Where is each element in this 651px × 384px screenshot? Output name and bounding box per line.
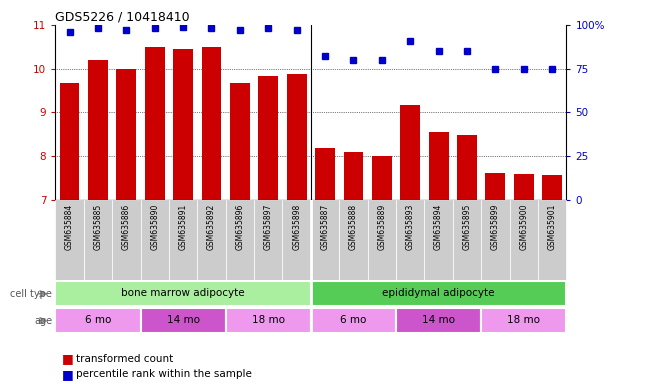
Text: GSM635894: GSM635894	[434, 204, 443, 250]
Bar	[396, 308, 481, 333]
Bar	[60, 83, 79, 200]
Text: GSM635890: GSM635890	[150, 204, 159, 250]
Text: GSM635897: GSM635897	[264, 204, 273, 250]
Bar	[311, 281, 566, 306]
Text: GSM635898: GSM635898	[292, 204, 301, 250]
Bar	[258, 76, 278, 200]
Text: 18 mo: 18 mo	[252, 315, 284, 325]
Bar	[424, 200, 453, 280]
Text: 6 mo: 6 mo	[340, 315, 367, 325]
Bar	[510, 200, 538, 280]
Bar	[486, 174, 505, 200]
Bar	[173, 49, 193, 200]
Text: GSM635888: GSM635888	[349, 204, 358, 250]
Bar	[344, 152, 363, 200]
Bar	[372, 156, 392, 200]
Text: GSM635884: GSM635884	[65, 204, 74, 250]
Bar	[226, 200, 254, 280]
Bar	[254, 200, 283, 280]
Text: 14 mo: 14 mo	[422, 315, 455, 325]
Text: age: age	[34, 316, 52, 326]
Bar	[538, 200, 566, 280]
Bar	[428, 132, 449, 200]
Bar	[311, 200, 339, 280]
Bar	[311, 308, 396, 333]
Text: GSM635889: GSM635889	[378, 204, 386, 250]
Bar	[339, 200, 368, 280]
Text: percentile rank within the sample: percentile rank within the sample	[76, 369, 252, 379]
Bar	[368, 200, 396, 280]
Bar	[197, 200, 226, 280]
Text: bone marrow adipocyte: bone marrow adipocyte	[121, 288, 245, 298]
Bar	[84, 200, 112, 280]
Text: GSM635891: GSM635891	[178, 204, 187, 250]
Text: GSM635901: GSM635901	[547, 204, 557, 250]
Bar	[117, 69, 136, 200]
Bar	[55, 200, 84, 280]
Text: 14 mo: 14 mo	[167, 315, 200, 325]
Bar	[481, 308, 566, 333]
Bar	[396, 200, 424, 280]
Bar	[88, 60, 108, 200]
Text: ■: ■	[62, 368, 74, 381]
Text: GSM635893: GSM635893	[406, 204, 415, 250]
Text: 18 mo: 18 mo	[507, 315, 540, 325]
Text: cell type: cell type	[10, 289, 52, 299]
Text: 6 mo: 6 mo	[85, 315, 111, 325]
Bar	[226, 308, 311, 333]
Bar	[55, 308, 141, 333]
Text: GDS5226 / 10418410: GDS5226 / 10418410	[55, 11, 190, 24]
Bar	[315, 148, 335, 200]
Bar	[141, 200, 169, 280]
Bar	[514, 174, 534, 200]
Bar	[542, 175, 562, 200]
Text: GSM635887: GSM635887	[320, 204, 329, 250]
Text: GSM635900: GSM635900	[519, 204, 528, 250]
Bar	[457, 135, 477, 200]
Text: GSM635885: GSM635885	[94, 204, 102, 250]
Text: GSM635892: GSM635892	[207, 204, 216, 250]
Bar	[230, 83, 250, 200]
Bar	[453, 200, 481, 280]
Bar	[481, 200, 510, 280]
Bar	[55, 281, 311, 306]
Bar	[286, 74, 307, 200]
Text: GSM635886: GSM635886	[122, 204, 131, 250]
Bar	[283, 200, 311, 280]
Bar	[400, 105, 420, 200]
Text: GSM635895: GSM635895	[462, 204, 471, 250]
Bar	[141, 308, 226, 333]
Bar	[112, 200, 141, 280]
Text: epididymal adipocyte: epididymal adipocyte	[382, 288, 495, 298]
Text: GSM635896: GSM635896	[236, 204, 244, 250]
Text: ■: ■	[62, 353, 74, 366]
Text: GSM635899: GSM635899	[491, 204, 500, 250]
Bar	[169, 200, 197, 280]
Bar	[145, 47, 165, 200]
Bar	[202, 47, 221, 200]
Text: transformed count: transformed count	[76, 354, 173, 364]
